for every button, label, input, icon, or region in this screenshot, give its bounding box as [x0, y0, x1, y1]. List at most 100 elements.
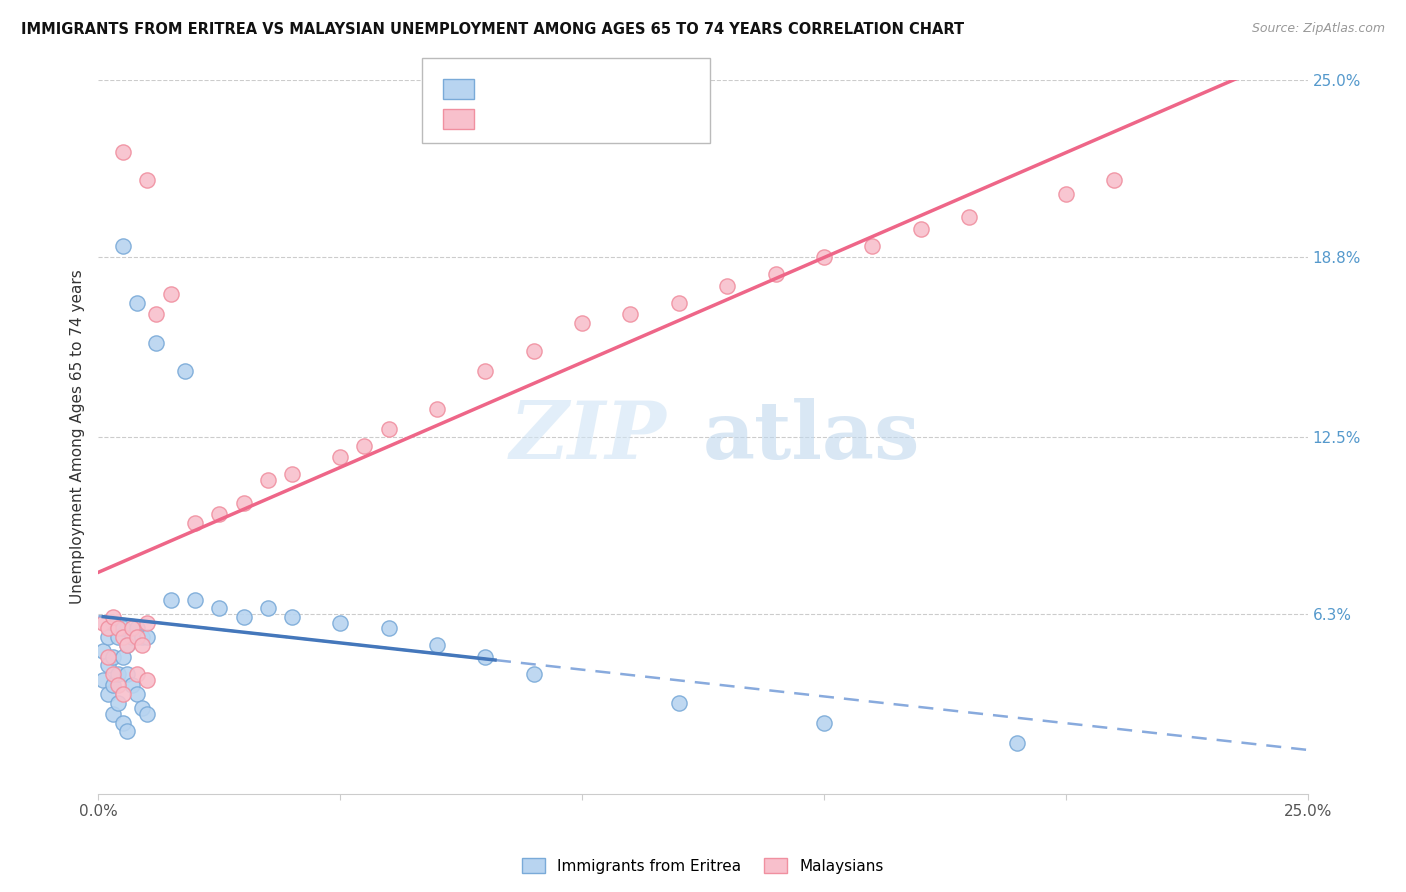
Point [426, 639, 449, 653]
Point [111, 621, 134, 635]
Point [281, 610, 304, 624]
Point [91, 615, 114, 630]
Point [619, 307, 641, 321]
Point [145, 335, 167, 350]
Point [97, 687, 120, 701]
Point [101, 706, 124, 721]
Text: IMMIGRANTS FROM ERITREA VS MALAYSIAN UNEMPLOYMENT AMONG AGES 65 TO 74 YEARS CORR: IMMIGRANTS FROM ERITREA VS MALAYSIAN UNE… [21, 22, 965, 37]
Point [208, 507, 231, 521]
Point [377, 621, 399, 635]
Point [184, 592, 207, 607]
Point [111, 239, 134, 253]
Text: 42: 42 [623, 112, 645, 127]
Point [329, 615, 352, 630]
Point [329, 450, 352, 464]
Point [160, 592, 183, 607]
Point [1007, 735, 1029, 749]
Text: ZIP: ZIP [510, 399, 666, 475]
Text: R =: R = [482, 81, 517, 96]
Point [474, 364, 496, 378]
Point [571, 316, 593, 330]
Point [127, 667, 149, 681]
Text: N =: N = [574, 81, 620, 96]
Point [910, 221, 932, 235]
Point [426, 401, 449, 416]
Point [668, 696, 690, 710]
Point [107, 696, 129, 710]
Point [107, 630, 129, 644]
Point [523, 344, 546, 359]
Point [1054, 187, 1077, 202]
Point [377, 421, 399, 435]
Point [107, 667, 129, 681]
Text: 0.644: 0.644 [524, 112, 575, 127]
Bar [443, 110, 474, 129]
Point [135, 173, 157, 187]
Point [127, 296, 149, 310]
Point [127, 630, 149, 644]
Text: N =: N = [574, 112, 620, 127]
Point [135, 706, 157, 721]
Point [101, 610, 124, 624]
Point [1102, 173, 1125, 187]
Point [957, 211, 980, 225]
Point [135, 615, 157, 630]
Point [101, 615, 124, 630]
Bar [443, 79, 474, 99]
Point [127, 687, 149, 701]
Point [131, 639, 153, 653]
Point [111, 145, 134, 159]
Point [523, 667, 546, 681]
Point [101, 678, 124, 692]
Legend: Immigrants from Eritrea, Malaysians: Immigrants from Eritrea, Malaysians [516, 852, 890, 880]
Point [232, 610, 254, 624]
Point [184, 516, 207, 530]
Point [117, 667, 139, 681]
Point [121, 630, 143, 644]
Point [107, 621, 129, 635]
Point [111, 715, 134, 730]
Point [353, 439, 375, 453]
Text: 44: 44 [623, 81, 645, 96]
Point [813, 250, 835, 264]
Point [716, 278, 738, 293]
Point [765, 268, 787, 282]
Point [131, 630, 153, 644]
Point [174, 364, 197, 378]
Point [256, 473, 278, 487]
Point [160, 287, 183, 301]
Point [111, 649, 134, 664]
Point [474, 649, 496, 664]
Point [121, 621, 143, 635]
Point [135, 630, 157, 644]
Point [97, 630, 120, 644]
Point [97, 658, 120, 673]
Text: Source: ZipAtlas.com: Source: ZipAtlas.com [1251, 22, 1385, 36]
Y-axis label: Unemployment Among Ages 65 to 74 years: Unemployment Among Ages 65 to 74 years [69, 269, 84, 605]
Point [117, 724, 139, 739]
Point [208, 601, 231, 615]
Point [232, 496, 254, 510]
Point [135, 673, 157, 687]
Point [101, 667, 124, 681]
Point [281, 467, 304, 482]
Point [117, 639, 139, 653]
Point [145, 307, 167, 321]
Point [97, 621, 120, 635]
Point [91, 644, 114, 658]
Text: atlas: atlas [703, 398, 921, 476]
FancyBboxPatch shape [422, 58, 710, 143]
Point [668, 296, 690, 310]
Point [91, 673, 114, 687]
Point [117, 639, 139, 653]
Point [256, 601, 278, 615]
Text: 0.123: 0.123 [524, 81, 575, 96]
Point [131, 701, 153, 715]
Point [127, 621, 149, 635]
Point [107, 678, 129, 692]
Point [101, 649, 124, 664]
Text: R =: R = [482, 112, 517, 127]
Point [860, 239, 883, 253]
Point [111, 687, 134, 701]
Point [111, 630, 134, 644]
